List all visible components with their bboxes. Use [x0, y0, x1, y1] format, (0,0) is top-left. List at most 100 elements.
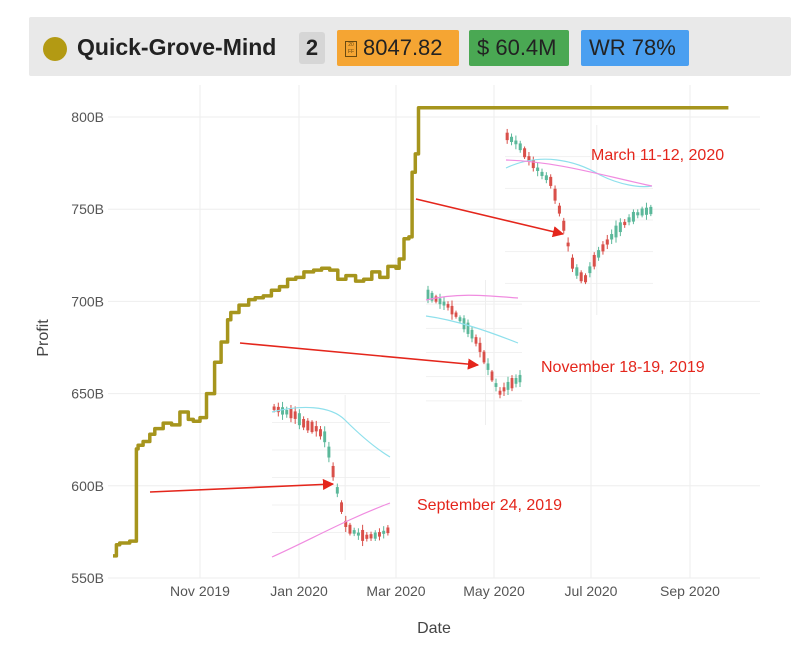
candle-body [614, 225, 618, 238]
candle-body [318, 429, 322, 437]
candle-body [344, 520, 348, 527]
candle-body [575, 267, 579, 276]
profit-series-line [113, 106, 729, 558]
candle-body [302, 419, 306, 428]
x-tick-label: Nov 2019 [170, 583, 230, 599]
annotation-arrow [415, 198, 565, 238]
candle-body [527, 156, 531, 162]
candle-body [327, 446, 331, 458]
volume-badge: $ 60.4M [469, 30, 569, 66]
candle-body [369, 534, 373, 539]
candle-body [553, 188, 557, 201]
candle-body [490, 371, 494, 381]
candle-body [531, 160, 535, 169]
annotation-label: September 24, 2019 [417, 497, 562, 514]
annotation-label: November 18-19, 2019 [541, 359, 705, 376]
candle-body [540, 171, 544, 176]
candle-body [494, 383, 498, 387]
candle-body [356, 532, 360, 536]
candle-body [348, 524, 352, 534]
candle-body [649, 206, 653, 215]
x-axis-ticks: Nov 2019 Jan 2020 Mar 2020 May 2020 Jul 2020… [170, 583, 720, 599]
candle-body [631, 211, 635, 222]
candle-body [340, 502, 344, 512]
candle-body [514, 140, 518, 145]
candle-body [536, 167, 540, 172]
candle-body [640, 208, 644, 216]
candle-body [434, 296, 438, 302]
y-tick-label: 700B [71, 293, 104, 309]
chart-grid [108, 85, 760, 579]
candle-body [474, 337, 478, 344]
x-axis-title: Date [417, 620, 451, 637]
candle-body [549, 176, 553, 186]
price-value: 8047.82 [363, 35, 443, 60]
candle-body [466, 322, 470, 334]
candle-body [281, 407, 285, 415]
x-tick-label: May 2020 [463, 583, 525, 599]
candle-body [506, 381, 510, 390]
candle-body [514, 377, 518, 384]
candle-body [361, 529, 365, 541]
strategy-color-dot [43, 37, 67, 61]
inset-ma-pink [505, 159, 653, 187]
candle-body [310, 421, 314, 433]
candle-body [486, 363, 490, 370]
candle-body [285, 410, 289, 415]
strategy-name: Quick-Grove-Mind [77, 34, 277, 60]
candle-body [458, 317, 462, 322]
candle-body [323, 431, 327, 443]
inset-ma-blue [425, 315, 519, 344]
y-tick-label: 750B [71, 201, 104, 217]
price-badge: 20 FF 8047.82 [337, 30, 459, 66]
strategy-header: Quick-Grove-Mind 2 20 FF 8047.82 $ 60.4M W… [29, 17, 791, 76]
candle-body [623, 221, 627, 226]
candle-body [570, 257, 574, 269]
win-rate-badge: WR 78% [581, 30, 689, 66]
candle-body [446, 304, 450, 308]
x-tick-label: Jan 2020 [270, 583, 328, 599]
candle-body [454, 312, 458, 317]
candle-body [510, 378, 514, 389]
candle-body [592, 254, 596, 267]
candle-body [373, 532, 377, 539]
x-tick-label: Mar 2020 [366, 583, 425, 599]
candle-body [584, 275, 588, 283]
candle-body [562, 220, 566, 231]
candle-body [636, 212, 640, 216]
y-tick-label: 800B [71, 109, 104, 125]
candle-body [644, 207, 648, 215]
inset-ma-pink [425, 294, 519, 301]
candle-body [610, 234, 614, 240]
candle-body [557, 205, 561, 214]
candle-body [335, 487, 339, 494]
candle-body [482, 351, 486, 363]
y-axis-title: Profit [35, 319, 52, 357]
candle-body [605, 239, 609, 245]
candle-body [365, 534, 369, 539]
candle-body [314, 426, 318, 432]
annotation-arrow [149, 478, 335, 493]
inset-sep-2019 [271, 395, 391, 560]
candle-body [276, 406, 280, 413]
x-tick-label: Sep 2020 [660, 583, 720, 599]
inset-march-2020 [505, 125, 653, 315]
candle-body [566, 242, 570, 247]
annotation-arrow [239, 342, 480, 370]
candle-body [297, 413, 301, 426]
candle-body [510, 136, 514, 142]
candle-body [386, 527, 390, 534]
candle-body [518, 143, 522, 151]
candle-body [588, 266, 592, 274]
annotations: March 11-12, 2020 November 18-19, 2019 Sep… [417, 147, 724, 514]
inset-nov-2019 [425, 280, 522, 425]
inset-ma-blue [271, 406, 391, 458]
candle-body [502, 387, 506, 392]
candle-body [430, 292, 434, 301]
candle-body [331, 465, 335, 478]
candle-body [306, 420, 310, 431]
y-tick-label: 650B [71, 386, 104, 402]
annotation-arrows [149, 198, 565, 493]
y-axis-ticks: 550B 600B 650B 700B 750B 800B [71, 109, 104, 586]
